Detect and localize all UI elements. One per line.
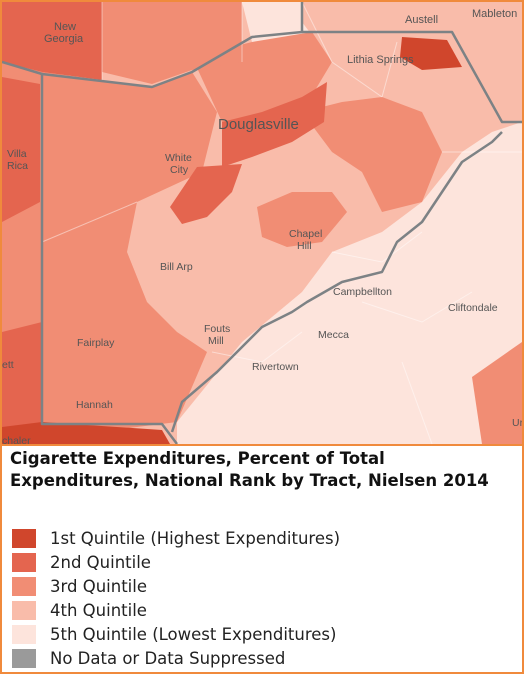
label-austell: Austell	[405, 14, 438, 26]
tract-2nd-sw	[2, 322, 42, 432]
label-chaler: chaler	[2, 435, 31, 444]
tract-lines	[41, 2, 522, 444]
legend-title: Cigarette Expenditures, Percent of Total…	[10, 449, 489, 490]
legend: Cigarette Expenditures, Percent of Total…	[2, 446, 522, 672]
tract-1st-south	[2, 422, 170, 444]
legend-label-q2: 2nd Quintile	[50, 552, 151, 572]
label-hannah: Hannah	[76, 399, 113, 411]
label-campbellton: Campbellton	[333, 286, 392, 298]
label-rivertown: Rivertown	[252, 361, 299, 373]
tract-3rd-chapel	[257, 192, 347, 247]
legend-item-q4: 4th Quintile	[12, 598, 340, 622]
label-white-city-l2: City	[170, 164, 189, 176]
legend-label-q1: 1st Quintile (Highest Expenditures)	[50, 528, 341, 548]
label-ett: ett	[2, 359, 14, 371]
tract-2nd-west	[2, 77, 40, 222]
tract-2nd-whitecity	[170, 164, 242, 224]
tract-3rd-west	[2, 62, 217, 444]
label-white-city: White City	[165, 152, 192, 176]
legend-item-nodata: No Data or Data Suppressed	[12, 646, 340, 670]
legend-item-q1: 1st Quintile (Highest Expenditures)	[12, 526, 340, 550]
legend-swatch-q3	[12, 576, 36, 596]
tract-3rd-fareast	[472, 342, 522, 444]
label-bill-arp: Bill Arp	[160, 261, 193, 273]
label-new-georgia-l1: New	[54, 21, 76, 33]
label-villa-rica-l1: Villa	[7, 148, 27, 160]
tract-2nd-douglas	[222, 82, 327, 167]
legend-items: 1st Quintile (Highest Expenditures) 2nd …	[12, 526, 340, 670]
legend-item-q2: 2nd Quintile	[12, 550, 340, 574]
label-fairplay: Fairplay	[77, 337, 115, 349]
label-chapel-hill-l1: Chapel	[289, 228, 322, 240]
map-legend-divider	[2, 444, 522, 446]
tract-3rd-east	[302, 97, 442, 212]
label-douglasville: Douglasville	[218, 116, 299, 133]
label-villa-rica-l2: Rica	[7, 160, 28, 172]
label-white-city-l1: White	[165, 152, 192, 164]
legend-item-q3: 3rd Quintile	[12, 574, 340, 598]
legend-label-q4: 4th Quintile	[50, 600, 147, 620]
label-new-georgia-l2: Georgia	[44, 33, 84, 45]
tract-2nd-nw	[2, 2, 102, 80]
legend-swatch-q4	[12, 600, 36, 620]
label-chapel-hill-l2: Hill	[297, 240, 312, 252]
label-mableton: Mableton	[472, 8, 517, 20]
legend-label-q5: 5th Quintile (Lowest Expenditures)	[50, 624, 337, 644]
tract-1st-lithia	[400, 37, 462, 70]
legend-item-q5: 5th Quintile (Lowest Expenditures)	[12, 622, 340, 646]
place-labels: New Georgia Austell Mableton Lithia Sprin…	[2, 8, 522, 444]
legend-swatch-q2	[12, 552, 36, 572]
legend-label-q3: 3rd Quintile	[50, 576, 147, 596]
label-new-georgia: New Georgia	[44, 21, 84, 45]
choropleth-map[interactable]: New Georgia Austell Mableton Lithia Sprin…	[2, 2, 522, 444]
legend-swatch-q5	[12, 624, 36, 644]
label-villa-rica: Villa Rica	[7, 148, 28, 172]
label-lithia-springs: Lithia Springs	[347, 54, 414, 66]
label-chapel-hill: Chapel Hill	[289, 228, 322, 252]
legend-swatch-q1	[12, 528, 36, 548]
map-canvas[interactable]: New Georgia Austell Mableton Lithia Sprin…	[2, 2, 522, 444]
label-mecca: Mecca	[318, 329, 349, 341]
label-fouts-mill: Fouts Mill	[204, 323, 230, 347]
label-cliftondale: Cliftondale	[448, 302, 498, 314]
label-fouts-mill-l2: Mill	[208, 335, 224, 347]
label-ur: Ur	[512, 417, 522, 429]
legend-swatch-nodata	[12, 648, 36, 668]
legend-label-nodata: No Data or Data Suppressed	[50, 648, 286, 668]
label-fouts-mill-l1: Fouts	[204, 323, 230, 335]
county-boundaries	[2, 2, 522, 444]
